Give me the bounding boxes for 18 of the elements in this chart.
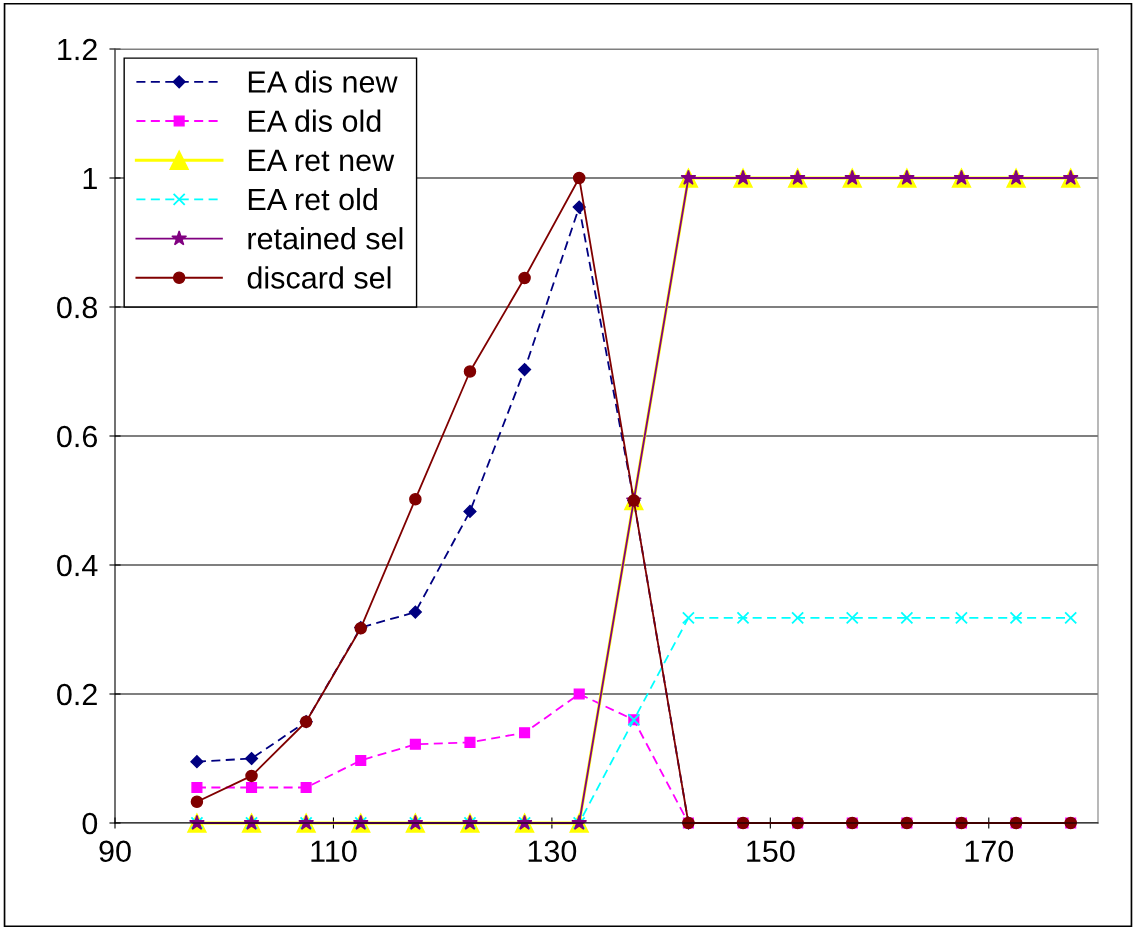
- x-tick-label: 130: [528, 840, 577, 863]
- y-tick-label: 0.4: [57, 554, 98, 577]
- legend-label: retained sel: [248, 227, 403, 250]
- legend-label: discard sel: [247, 266, 391, 289]
- x-tick-label: 150: [747, 840, 795, 863]
- y-tick-label: 1.2: [58, 38, 97, 61]
- x-tick-label: 170: [965, 840, 1014, 863]
- y-tick-label: 0.6: [57, 425, 97, 448]
- y-tick-label: 0: [82, 812, 98, 835]
- legend-label: EA dis new: [248, 70, 398, 93]
- x-tick-label: 90: [99, 840, 131, 863]
- y-tick-label: 0.8: [57, 296, 98, 319]
- legend-label: EA ret old: [248, 187, 377, 211]
- y-tick-label: 1: [83, 168, 97, 190]
- y-tick-label: 0.2: [57, 683, 97, 706]
- legend-label: EA dis old: [248, 109, 381, 133]
- legend-label: EA ret new: [248, 149, 395, 172]
- x-tick-label: 110: [311, 840, 357, 863]
